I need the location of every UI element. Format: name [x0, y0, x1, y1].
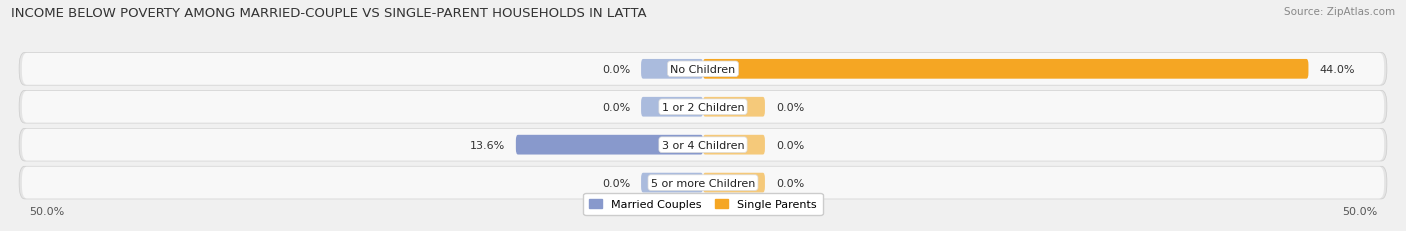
FancyBboxPatch shape — [641, 173, 703, 193]
FancyBboxPatch shape — [20, 167, 1386, 199]
Text: 0.0%: 0.0% — [776, 178, 804, 188]
FancyBboxPatch shape — [22, 91, 1384, 123]
FancyBboxPatch shape — [20, 53, 1386, 86]
Text: INCOME BELOW POVERTY AMONG MARRIED-COUPLE VS SINGLE-PARENT HOUSEHOLDS IN LATTA: INCOME BELOW POVERTY AMONG MARRIED-COUPL… — [11, 7, 647, 20]
FancyBboxPatch shape — [703, 97, 765, 117]
Text: 50.0%: 50.0% — [28, 206, 65, 216]
Text: No Children: No Children — [671, 64, 735, 74]
Text: 0.0%: 0.0% — [602, 178, 630, 188]
FancyBboxPatch shape — [20, 129, 1386, 161]
Text: 0.0%: 0.0% — [776, 102, 804, 112]
Text: 0.0%: 0.0% — [776, 140, 804, 150]
Legend: Married Couples, Single Parents: Married Couples, Single Parents — [583, 193, 823, 215]
Text: 5 or more Children: 5 or more Children — [651, 178, 755, 188]
FancyBboxPatch shape — [516, 135, 703, 155]
Text: 44.0%: 44.0% — [1319, 64, 1355, 74]
Text: 0.0%: 0.0% — [602, 102, 630, 112]
Text: 50.0%: 50.0% — [1341, 206, 1378, 216]
FancyBboxPatch shape — [22, 54, 1384, 85]
Text: 13.6%: 13.6% — [470, 140, 505, 150]
FancyBboxPatch shape — [703, 135, 765, 155]
Text: 0.0%: 0.0% — [602, 64, 630, 74]
FancyBboxPatch shape — [641, 60, 703, 79]
FancyBboxPatch shape — [20, 91, 1386, 124]
FancyBboxPatch shape — [703, 60, 1309, 79]
Text: 3 or 4 Children: 3 or 4 Children — [662, 140, 744, 150]
FancyBboxPatch shape — [22, 167, 1384, 199]
Text: Source: ZipAtlas.com: Source: ZipAtlas.com — [1284, 7, 1395, 17]
Text: 1 or 2 Children: 1 or 2 Children — [662, 102, 744, 112]
FancyBboxPatch shape — [641, 97, 703, 117]
FancyBboxPatch shape — [703, 173, 765, 193]
FancyBboxPatch shape — [22, 129, 1384, 161]
